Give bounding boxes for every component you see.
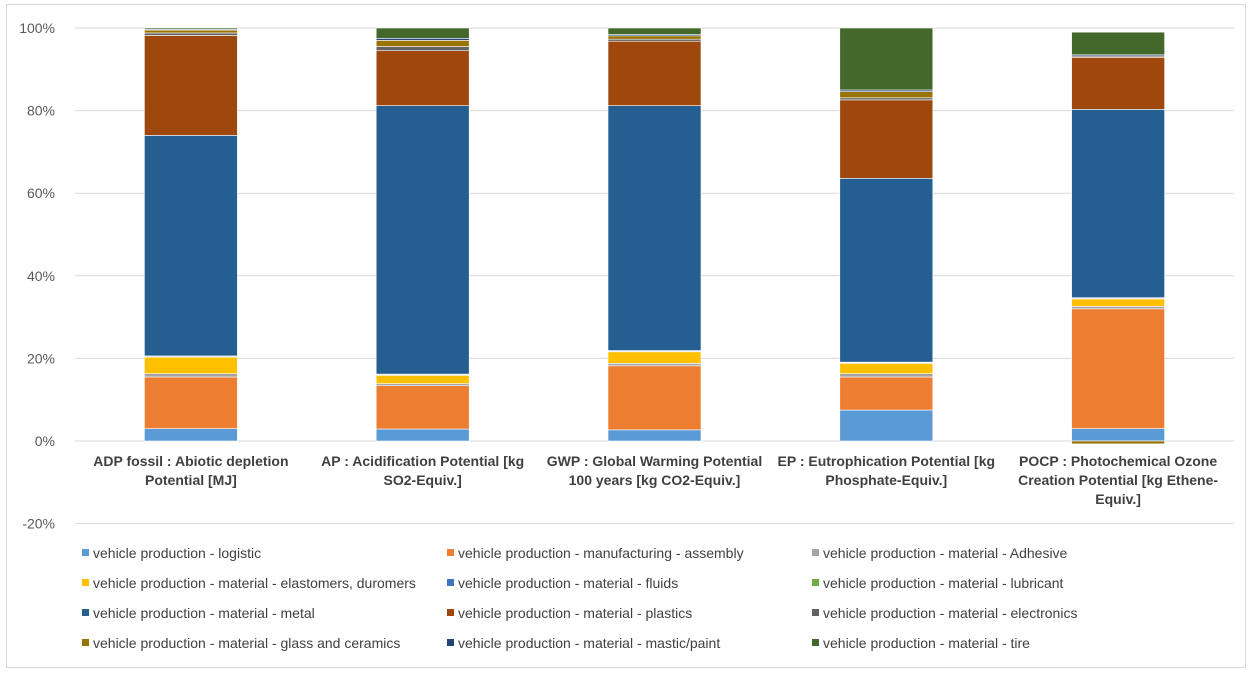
- category-label: AP : Acidification Potential [kg SO2-Equi…: [321, 453, 524, 488]
- y-tick-label: 100%: [19, 20, 55, 36]
- bar-segment: [144, 29, 238, 34]
- legend-label: vehicle production - material - fluids: [458, 575, 678, 591]
- bar-segment: [1071, 440, 1165, 445]
- bar-segment: [1071, 109, 1165, 298]
- bar-segment: [607, 351, 702, 364]
- y-tick-label: 20%: [27, 350, 55, 366]
- category-label: ADP fossil : Abiotic depletion Potential …: [93, 453, 288, 488]
- bar-segment: [144, 32, 238, 36]
- category-label-line: Potential [MJ]: [145, 472, 237, 488]
- bar-segment: [607, 40, 702, 106]
- bar-segment: [144, 27, 238, 30]
- bar-segment: [375, 27, 470, 39]
- bar-segment: [607, 429, 702, 442]
- legend-label: vehicle production - material - tire: [823, 635, 1030, 651]
- bar-segment: [375, 105, 470, 375]
- bar-segment: [375, 40, 470, 47]
- category-label-line: ADP fossil : Abiotic depletion: [93, 453, 288, 469]
- bar-segment: [144, 376, 238, 429]
- legend-swatch: [82, 639, 89, 646]
- bar-segment: [607, 27, 702, 35]
- legend: vehicle production - logistic vehicle pro…: [82, 545, 1077, 651]
- category-label-line: SO2-Equiv.]: [384, 472, 462, 488]
- category-label: EP : Eutrophication Potential [kg Phospha…: [778, 453, 996, 488]
- bar-segment: [607, 365, 702, 431]
- bar-segment: [839, 91, 934, 99]
- category-label-line: EP : Eutrophication Potential [kg: [778, 453, 996, 469]
- bar-segment: [839, 363, 934, 374]
- legend-label: vehicle production - material - electron…: [823, 605, 1077, 621]
- legend-label: vehicle production - manufacturing - ass…: [458, 545, 744, 561]
- bar-segment: [1071, 298, 1165, 307]
- legend-swatch: [447, 579, 454, 586]
- legend-swatch: [82, 549, 89, 556]
- legend-label: vehicle production - material - lubrican…: [823, 575, 1064, 591]
- category-label: GWP : Global Warming Potential 100 years …: [547, 453, 762, 488]
- category-labels: ADP fossil : Abiotic depletion Potential …: [93, 453, 1218, 507]
- bar-segment: [839, 27, 934, 91]
- bar-segment: [1071, 57, 1165, 110]
- bar-segment: [839, 376, 934, 411]
- bar-segment: [144, 135, 238, 357]
- bar-segment: [375, 385, 470, 430]
- category-label-line: GWP : Global Warming Potential: [547, 453, 762, 469]
- category-label-line: Creation Potential [kg Ethene-: [1018, 472, 1218, 488]
- bar-segment: [839, 99, 934, 179]
- bar-segment: [1071, 308, 1165, 429]
- legend-label: vehicle production - material - metal: [93, 605, 315, 621]
- legend-swatch: [447, 609, 454, 616]
- legend-label: vehicle production - material - plastics: [458, 605, 692, 621]
- bar-segment: [375, 375, 470, 384]
- legend-label: vehicle production - material - mastic/p…: [458, 635, 720, 651]
- category-label-line: POCP : Photochemical Ozone: [1019, 453, 1217, 469]
- category-label: POCP : Photochemical Ozone Creation Poten…: [1018, 453, 1218, 507]
- bar-segment: [375, 383, 470, 386]
- legend-swatch: [447, 549, 454, 556]
- bar-segment: [607, 105, 702, 351]
- bar-segment: [144, 428, 238, 442]
- y-tick-label: 40%: [27, 268, 55, 284]
- bar-segment: [144, 356, 238, 374]
- legend-label: vehicle production - material - elastome…: [93, 575, 416, 591]
- bar-segment: [839, 409, 934, 442]
- stacked-bar-chart: -20% 0% 20% 40% 60% 80% 100% ADP fossil : Abio…: [19, 20, 1234, 651]
- bars: [144, 27, 1165, 445]
- y-tick-label: 60%: [27, 185, 55, 201]
- bar-segment: [607, 363, 702, 367]
- bar-segment: [375, 428, 470, 442]
- category-label-line: Equiv.]: [1095, 491, 1141, 507]
- bar-segment: [144, 35, 238, 136]
- bar-segment: [839, 373, 934, 378]
- y-tick-label: 80%: [27, 103, 55, 119]
- category-label-line: Phosphate-Equiv.]: [825, 472, 947, 488]
- bar-segment: [375, 50, 470, 106]
- y-axis-ticks: -20% 0% 20% 40% 60% 80% 100%: [19, 20, 55, 532]
- legend-label: vehicle production - material - Adhesive: [823, 545, 1068, 561]
- chart-frame: -20% 0% 20% 40% 60% 80% 100% ADP fossil : Abio…: [6, 4, 1246, 668]
- legend-swatch: [82, 609, 89, 616]
- legend-label: vehicle production - material - glass an…: [93, 635, 400, 651]
- legend-label: vehicle production - logistic: [93, 545, 261, 561]
- category-label-line: AP : Acidification Potential [kg: [321, 453, 524, 469]
- legend-swatch: [812, 609, 819, 616]
- bar-segment: [607, 35, 702, 40]
- bar-segment: [1071, 306, 1165, 310]
- bar-segment: [144, 373, 238, 378]
- legend-swatch: [447, 639, 454, 646]
- legend-swatch: [812, 549, 819, 556]
- bar-segment: [1071, 428, 1165, 442]
- bar-segment: [375, 46, 470, 52]
- legend-swatch: [812, 639, 819, 646]
- bar-segment: [375, 38, 470, 41]
- bar-segment: [607, 38, 702, 42]
- bar-segment: [839, 178, 934, 363]
- legend-swatch: [812, 579, 819, 586]
- y-tick-label: 0%: [35, 433, 55, 449]
- y-tick-label: -20%: [22, 516, 55, 532]
- bar-segment: [839, 97, 934, 101]
- bar-segment: [1071, 31, 1165, 56]
- legend-swatch: [82, 579, 89, 586]
- category-label-line: 100 years [kg CO2-Equiv.]: [569, 472, 741, 488]
